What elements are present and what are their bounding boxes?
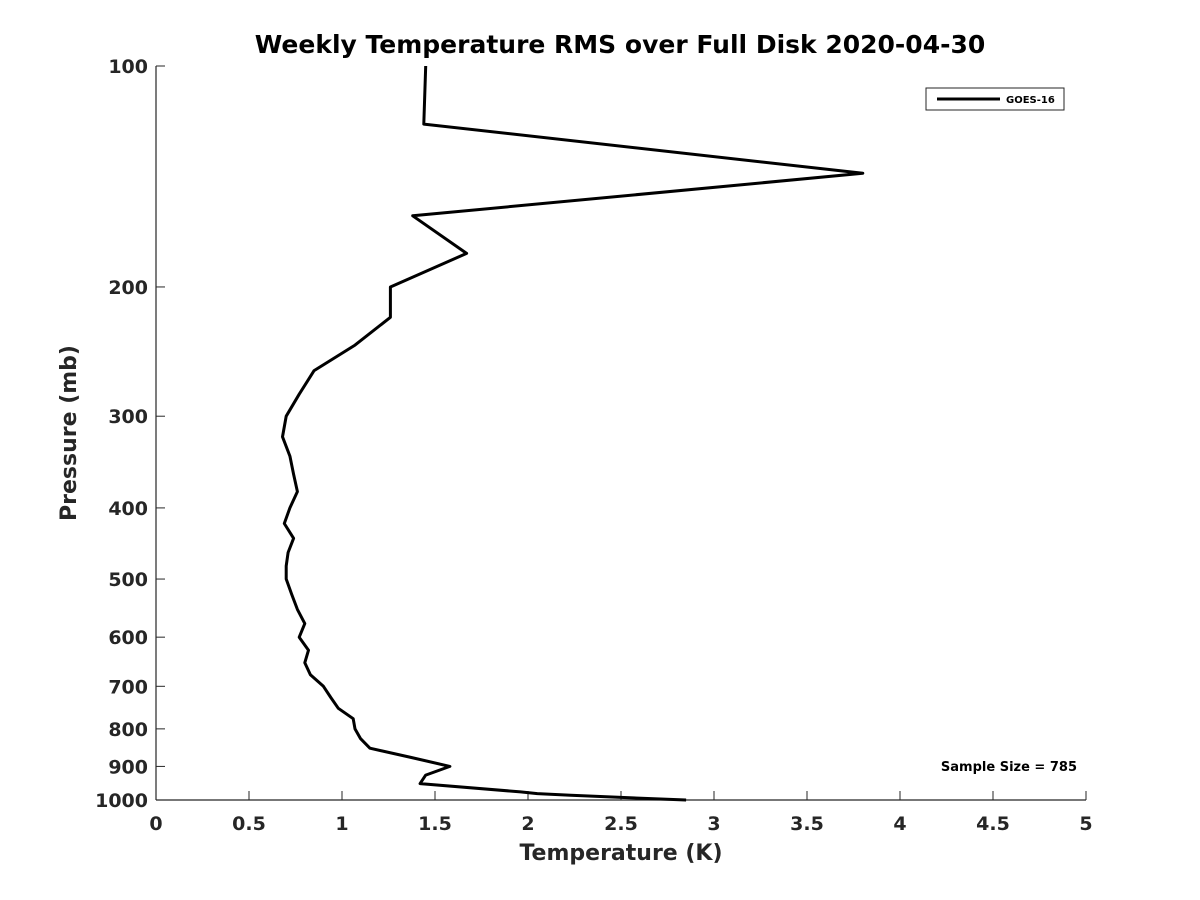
y-tick-label: 1000 xyxy=(95,790,148,812)
chart-title: Weekly Temperature RMS over Full Disk 20… xyxy=(255,30,986,59)
x-axis-label: Temperature (K) xyxy=(519,841,722,866)
y-tick-label: 100 xyxy=(108,56,148,78)
y-tick-label: 300 xyxy=(108,406,148,428)
x-tick-label: 3.5 xyxy=(790,813,824,835)
series-group xyxy=(281,65,865,802)
y-tick-label: 700 xyxy=(108,676,148,698)
x-tick-label: 1 xyxy=(335,813,348,835)
x-tick-label: 5 xyxy=(1079,813,1092,835)
sample-size-annotation: Sample Size = 785 xyxy=(941,760,1077,775)
y-tick-label: 400 xyxy=(108,498,148,520)
y-axis-ticks: 100 200 300 400 500 600 700 800 900 1000 xyxy=(95,56,165,812)
x-tick-label: 3 xyxy=(707,813,720,835)
plot-area: 0 0.5 1 1.5 2 2.5 3 3.5 4 4.5 5 100 200 300 400 500 600… xyxy=(95,56,1093,835)
x-tick-label: 0.5 xyxy=(232,813,266,835)
x-tick-label: 2 xyxy=(521,813,534,835)
y-tick-label: 200 xyxy=(108,277,148,299)
legend: GOES-16 xyxy=(925,87,1065,111)
legend-label-goes-16: GOES-16 xyxy=(1006,95,1055,106)
y-tick-label: 800 xyxy=(108,719,148,741)
x-tick-label: 0 xyxy=(149,813,162,835)
x-tick-label: 2.5 xyxy=(604,813,638,835)
x-axis-ticks: 0 0.5 1 1.5 2 2.5 3 3.5 4 4.5 5 xyxy=(149,791,1093,835)
y-tick-label: 900 xyxy=(108,756,148,778)
x-tick-label: 1.5 xyxy=(418,813,452,835)
y-tick-label: 500 xyxy=(108,569,148,591)
x-tick-label: 4 xyxy=(893,813,906,835)
y-tick-label: 600 xyxy=(108,627,148,649)
y-axis-label: Pressure (mb) xyxy=(57,345,82,521)
series-line-goes-16 xyxy=(281,65,865,802)
x-tick-label: 4.5 xyxy=(976,813,1010,835)
